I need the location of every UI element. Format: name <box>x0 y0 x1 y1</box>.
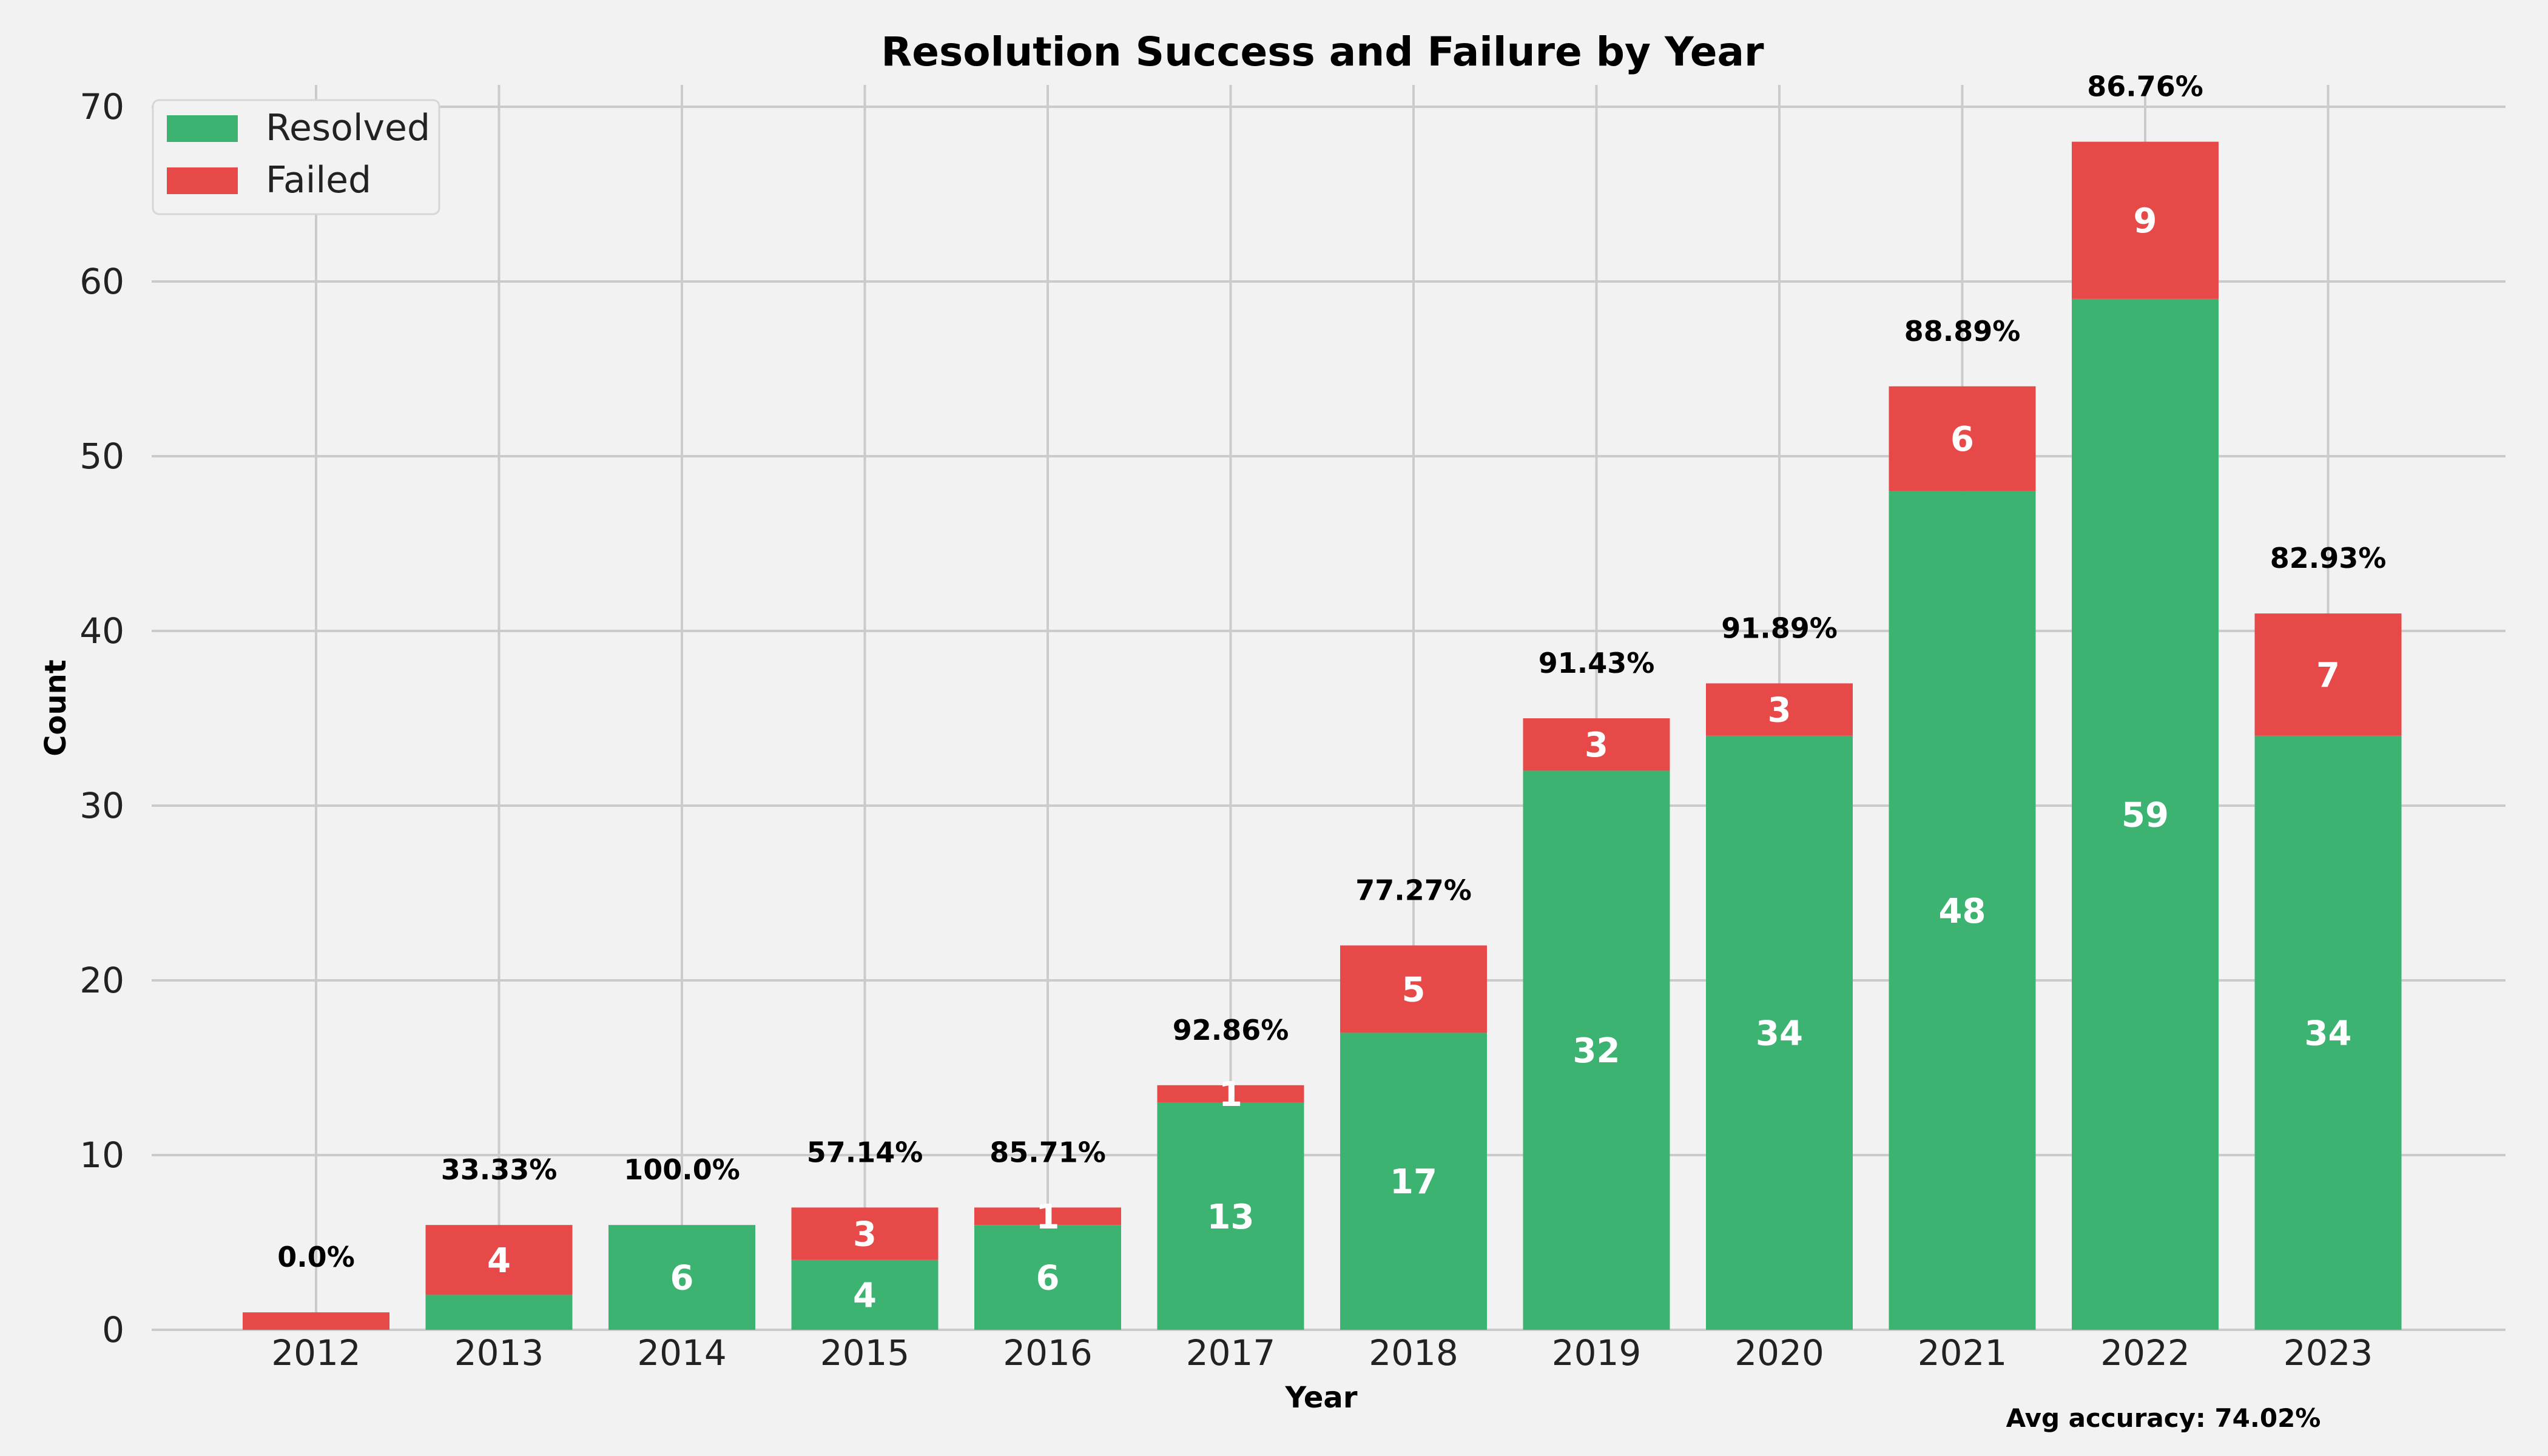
legend: Resolved Failed <box>152 99 440 215</box>
bar-failed <box>1157 1085 1304 1103</box>
x-tick-label: 2022 <box>2100 1332 2190 1373</box>
bar-failed <box>2072 141 2219 299</box>
bar-failed <box>1523 718 1670 771</box>
bar-failed <box>425 1225 573 1295</box>
x-tick-label: 2020 <box>1734 1332 1824 1373</box>
x-tick-label: 2019 <box>1552 1332 1642 1373</box>
x-tick-label: 2016 <box>1003 1332 1093 1373</box>
y-tick-label: 70 <box>79 86 124 127</box>
failed-value-label: 1 <box>1036 1198 1060 1237</box>
bar-resolved <box>425 1295 573 1330</box>
failed-value-label: 4 <box>487 1241 511 1281</box>
x-tick-label: 2017 <box>1186 1332 1276 1373</box>
bar-failed <box>2254 613 2402 736</box>
bar-resolved <box>791 1259 939 1330</box>
resolved-value-label: 34 <box>2305 1014 2352 1053</box>
data-labels: 0.0% 4 33.33% 6 100.0% 4 3 57.14% 6 1 85.71% 13 1 92.… <box>277 70 2386 1316</box>
avg-accuracy-note: Avg accuracy: 74.02% <box>2006 1403 2321 1433</box>
percent-label: 91.89% <box>1721 612 1838 644</box>
x-tick-label: 2015 <box>820 1332 910 1373</box>
y-tick-label: 0 <box>102 1309 124 1350</box>
x-tick-label: 2013 <box>454 1332 544 1373</box>
bar-resolved <box>2072 298 2219 1330</box>
chart-title: Resolution Success and Failure by Year <box>881 29 1764 75</box>
percent-label: 85.71% <box>989 1136 1106 1168</box>
failed-value-label: 7 <box>2316 656 2340 695</box>
bar-resolved <box>608 1225 755 1330</box>
x-axis-title: Year <box>1285 1381 1358 1415</box>
bar-failed <box>1340 945 1487 1033</box>
resolved-value-label: 13 <box>1207 1198 1255 1237</box>
x-tick-label: 2014 <box>637 1332 727 1373</box>
percent-label: 0.0% <box>277 1241 355 1273</box>
percent-label: 77.27% <box>1355 874 1472 906</box>
resolved-value-label: 59 <box>2122 795 2169 835</box>
y-axis: 0 10 20 30 40 50 60 70 <box>79 86 124 1350</box>
percent-label: 88.89% <box>1904 315 2021 348</box>
x-tick-label: 2023 <box>2283 1332 2373 1373</box>
bar-failed <box>791 1207 939 1260</box>
y-tick-label: 20 <box>79 960 124 1001</box>
bars <box>243 141 2402 1330</box>
y-tick-label: 50 <box>79 436 124 477</box>
bar-failed <box>1889 386 2036 491</box>
legend-swatch <box>167 115 238 142</box>
resolved-value-label: 34 <box>1756 1014 1803 1053</box>
failed-value-label: 6 <box>1950 420 1974 459</box>
y-tick-label: 60 <box>79 261 124 302</box>
failed-value-label: 3 <box>1585 726 1608 765</box>
failed-value-label: 1 <box>1219 1075 1242 1114</box>
legend-label: Resolved <box>266 107 430 149</box>
failed-value-label: 3 <box>853 1215 877 1255</box>
percent-label: 92.86% <box>1173 1014 1289 1046</box>
x-axis: 2012 2013 2014 2015 2016 2017 2018 2019 2020 2021… <box>271 1332 2373 1373</box>
bar-failed <box>974 1207 1121 1225</box>
percent-label: 86.76% <box>2087 70 2203 103</box>
failed-value-label: 9 <box>2134 201 2157 241</box>
bar-resolved <box>974 1225 1121 1330</box>
bar-resolved <box>2254 735 2402 1330</box>
bar-resolved <box>1523 770 1670 1330</box>
percent-label: 57.14% <box>807 1136 923 1168</box>
percent-label: 91.43% <box>1539 647 1655 679</box>
bar-resolved <box>1889 491 2036 1330</box>
failed-value-label: 5 <box>1402 970 1426 1009</box>
legend-label: Failed <box>266 159 371 201</box>
percent-label: 100.0% <box>624 1153 740 1186</box>
resolved-value-label: 17 <box>1390 1162 1437 1202</box>
resolved-value-label: 6 <box>1036 1259 1060 1298</box>
x-tick-label: 2018 <box>1369 1332 1458 1373</box>
y-tick-label: 10 <box>79 1134 124 1176</box>
x-tick-label: 2012 <box>271 1332 361 1373</box>
legend-swatch <box>167 167 238 194</box>
y-axis-title: Count <box>39 659 73 757</box>
bar-failed <box>243 1312 389 1330</box>
failed-value-label: 3 <box>1768 691 1791 730</box>
percent-label: 33.33% <box>441 1153 558 1186</box>
y-tick-label: 40 <box>79 610 124 652</box>
resolved-value-label: 6 <box>670 1259 694 1298</box>
bar-failed <box>1706 683 1853 736</box>
bar-resolved <box>1706 735 1853 1330</box>
bar-resolved <box>1340 1033 1487 1330</box>
x-tick-label: 2021 <box>1918 1332 2007 1373</box>
resolved-value-label: 32 <box>1573 1031 1620 1071</box>
y-tick-label: 30 <box>79 785 124 826</box>
percent-label: 82.93% <box>2270 542 2387 575</box>
resolved-value-label: 48 <box>1939 892 1986 931</box>
resolved-value-label: 4 <box>853 1276 877 1315</box>
bar-resolved <box>1157 1102 1304 1330</box>
